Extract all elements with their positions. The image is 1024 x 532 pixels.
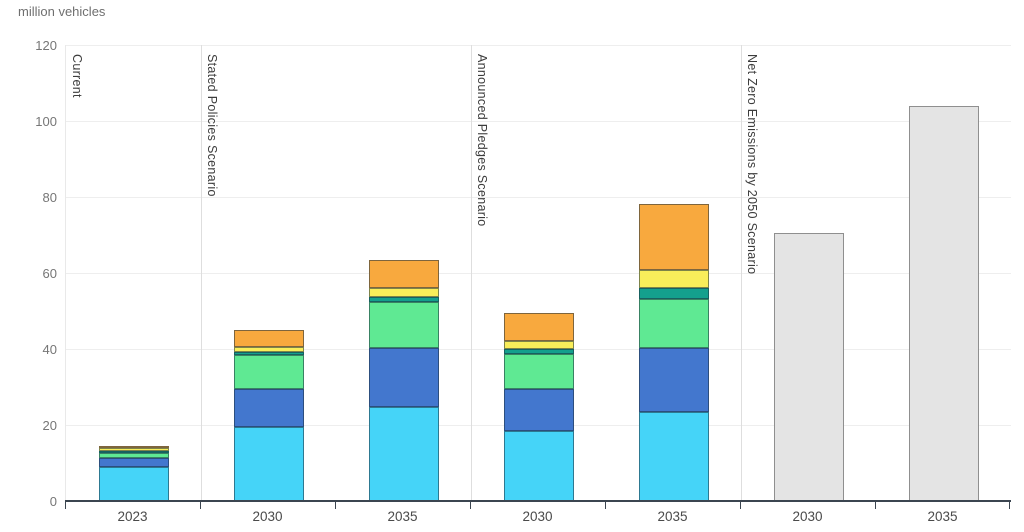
y-gridline xyxy=(66,44,1011,46)
scenario-separator-line xyxy=(470,45,472,501)
plot-area: Current Stated Policies Scenario Announced… xyxy=(65,44,1011,501)
x-axis-tick-label: 2030 xyxy=(522,509,553,524)
x-axis-tick-label: 2023 xyxy=(117,509,148,524)
bar-segment[interactable] xyxy=(368,296,439,303)
y-axis-tick-label: 100 xyxy=(35,114,57,129)
y-axis-tick-label: 80 xyxy=(42,190,57,205)
x-axis-tick-label: 2030 xyxy=(792,509,823,524)
x-axis-tick-label: 2030 xyxy=(252,509,283,524)
x-axis-tick xyxy=(875,502,876,509)
bar-segment[interactable] xyxy=(638,347,709,412)
y-gridline xyxy=(66,196,1011,198)
bar-segment[interactable] xyxy=(368,347,439,408)
bar-segment[interactable] xyxy=(503,313,574,342)
bar-segment[interactable] xyxy=(98,448,169,452)
x-axis-tick xyxy=(1009,502,1010,509)
bar-segment[interactable] xyxy=(368,260,439,289)
scenario-separator-line xyxy=(200,45,202,501)
scenario-separator-line xyxy=(740,45,742,501)
bar-segment[interactable] xyxy=(233,351,304,355)
bar-segment[interactable] xyxy=(98,445,169,449)
x-axis-tick xyxy=(335,502,336,509)
y-gridline xyxy=(66,272,1011,274)
bar-segment[interactable] xyxy=(503,388,574,431)
bar-segment[interactable] xyxy=(638,288,709,299)
y-axis-tick-label: 0 xyxy=(49,494,57,509)
y-axis-tick-label: 60 xyxy=(42,266,57,281)
bar-stated-policies-scenario-2035[interactable] xyxy=(368,260,439,501)
bar-segment[interactable] xyxy=(233,354,304,389)
bar-segment[interactable] xyxy=(503,430,574,501)
bar-segment[interactable] xyxy=(638,411,709,501)
x-axis-tick xyxy=(65,502,66,509)
bar-segment-plain[interactable] xyxy=(773,233,844,501)
bar-segment[interactable] xyxy=(368,302,439,348)
bar-segment[interactable] xyxy=(638,203,709,270)
y-axis-tick-label: 20 xyxy=(42,418,57,433)
bar-segment[interactable] xyxy=(233,388,304,427)
y-axis-tick-label: 120 xyxy=(35,38,57,53)
x-axis-tick-label: 2035 xyxy=(927,509,958,524)
x-axis-tick-label: 2035 xyxy=(387,509,418,524)
y-axis-tick-label: 40 xyxy=(42,342,57,357)
bar-stated-policies-scenario-2030[interactable] xyxy=(233,329,304,501)
x-axis-tick xyxy=(605,502,606,509)
x-axis-line xyxy=(65,500,1011,502)
bar-net-zero-emissions-by-2050-scenario-2035[interactable] xyxy=(908,105,979,501)
bar-segment[interactable] xyxy=(503,349,574,354)
bar-announced-pledges-scenario-2035[interactable] xyxy=(638,203,709,501)
scenario-label: Stated Policies Scenario xyxy=(205,54,219,197)
x-axis-tick xyxy=(200,502,201,509)
scenario-label: Announced Pledges Scenario xyxy=(475,54,489,227)
bar-segment[interactable] xyxy=(98,453,169,458)
bar-segment[interactable] xyxy=(368,407,439,501)
bar-current-2023[interactable] xyxy=(98,445,169,501)
bar-segment[interactable] xyxy=(98,467,169,501)
x-axis-tick-label: 2035 xyxy=(657,509,688,524)
bar-segment[interactable] xyxy=(98,451,169,454)
bar-segment[interactable] xyxy=(98,457,169,468)
x-axis-tick xyxy=(740,502,741,509)
bar-segment[interactable] xyxy=(368,288,439,297)
scenario-label: Net Zero Emissions by 2050 Scenario xyxy=(745,54,759,275)
scenario-label: Current xyxy=(70,54,84,98)
y-gridline xyxy=(66,120,1011,122)
bar-segment-plain[interactable] xyxy=(908,105,979,501)
bar-segment[interactable] xyxy=(233,346,304,352)
bar-net-zero-emissions-by-2050-scenario-2030[interactable] xyxy=(773,233,844,501)
chart-units-label: million vehicles xyxy=(18,4,106,19)
bar-segment[interactable] xyxy=(638,270,709,289)
bar-segment[interactable] xyxy=(503,353,574,389)
bar-announced-pledges-scenario-2030[interactable] xyxy=(503,313,574,501)
bar-segment[interactable] xyxy=(233,329,304,347)
x-axis-tick xyxy=(470,502,471,509)
bar-segment[interactable] xyxy=(638,298,709,348)
bar-segment[interactable] xyxy=(503,341,574,350)
bar-segment[interactable] xyxy=(233,426,304,501)
